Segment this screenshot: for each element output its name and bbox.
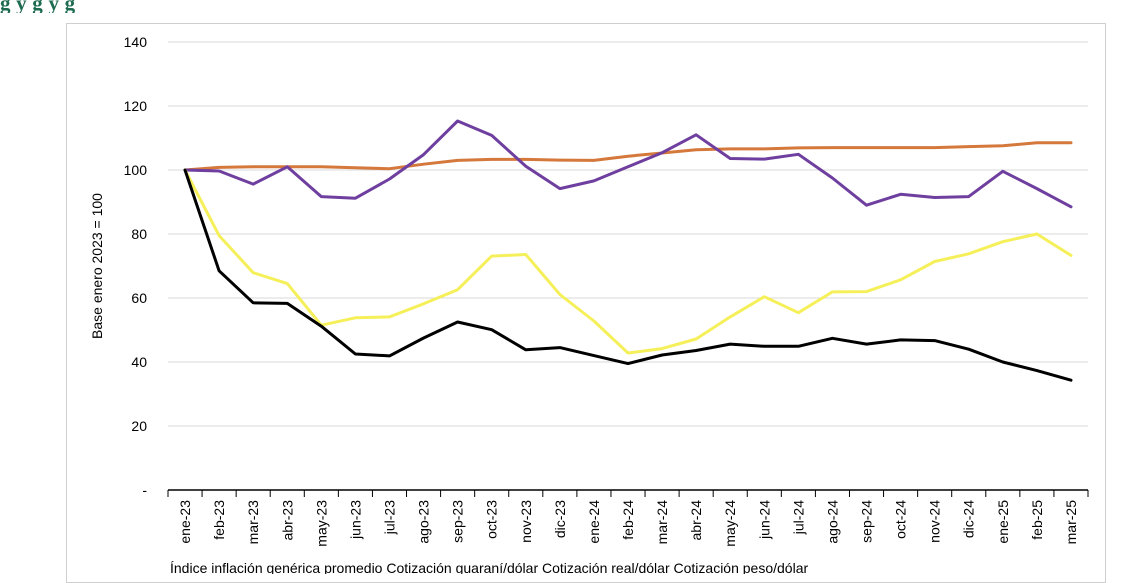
x-tick-label: nov-23: [518, 500, 534, 543]
series-line-3: [183, 168, 1073, 382]
x-tick-label: mar-24: [654, 500, 670, 545]
report-heading-fragment: g y g y g: [0, 0, 76, 13]
x-tick-label: sep-24: [859, 500, 875, 543]
x-tick-label: mar-25: [1063, 500, 1079, 545]
x-tick-label: ago-24: [824, 500, 840, 544]
x-tick-label: feb-25: [1029, 500, 1045, 540]
series-line-1: [183, 119, 1073, 209]
y-tick-label: 20: [131, 418, 147, 434]
x-tick-label: dic-24: [961, 500, 977, 538]
legend-fragment: Índice inflación genérica promedio Cotiz…: [170, 560, 809, 574]
x-tick-label: ene-23: [177, 500, 193, 544]
x-tick-label: ene-25: [995, 500, 1011, 544]
x-tick-label: mar-23: [245, 500, 261, 545]
y-tick-label: 120: [124, 98, 148, 114]
y-tick-label: 100: [124, 162, 148, 178]
x-tick-label: abr-24: [688, 500, 704, 541]
y-tick-label: -: [142, 482, 147, 498]
x-tick-label: jul-23: [381, 500, 397, 535]
x-tick-label: sep-23: [450, 500, 466, 543]
x-tick-label: ago-23: [416, 500, 432, 544]
x-tick-label: feb-24: [620, 500, 636, 540]
x-tick-label: abr-23: [279, 500, 295, 541]
x-tick-label: nov-24: [927, 500, 943, 543]
x-tick-label: may-23: [313, 500, 329, 547]
y-tick-label: 140: [124, 34, 148, 50]
series-line-0: [183, 141, 1073, 172]
x-tick-label: oct-24: [893, 500, 909, 539]
line-chart: - 20 40 60 80 100 120 140 ene-23 feb-23 mar-23 abr…: [89, 34, 1089, 547]
x-tick-label: jul-24: [790, 500, 806, 535]
series-line-2: [183, 168, 1073, 355]
x-tick-label: feb-23: [211, 500, 227, 540]
x-tick-label: jun-23: [347, 500, 363, 540]
series-lines: [183, 119, 1073, 382]
y-axis-label: Base enero 2023 = 100: [89, 193, 105, 339]
y-tick-label: 60: [131, 290, 147, 306]
x-tick-label: dic-23: [552, 500, 568, 538]
y-tick-label: 80: [131, 226, 147, 242]
x-axis: ene-23 feb-23 mar-23 abr-23 may-23 jun-23 jul-…: [167, 489, 1089, 547]
gridlines: [168, 41, 1088, 427]
x-tick-label: oct-23: [484, 500, 500, 539]
x-tick-label: ene-24: [586, 500, 602, 544]
y-tick-label: 40: [131, 354, 147, 370]
y-axis-ticks: - 20 40 60 80 100 120 140: [124, 34, 148, 498]
x-tick-label: may-24: [722, 500, 738, 547]
x-tick-label: jun-24: [756, 500, 772, 540]
